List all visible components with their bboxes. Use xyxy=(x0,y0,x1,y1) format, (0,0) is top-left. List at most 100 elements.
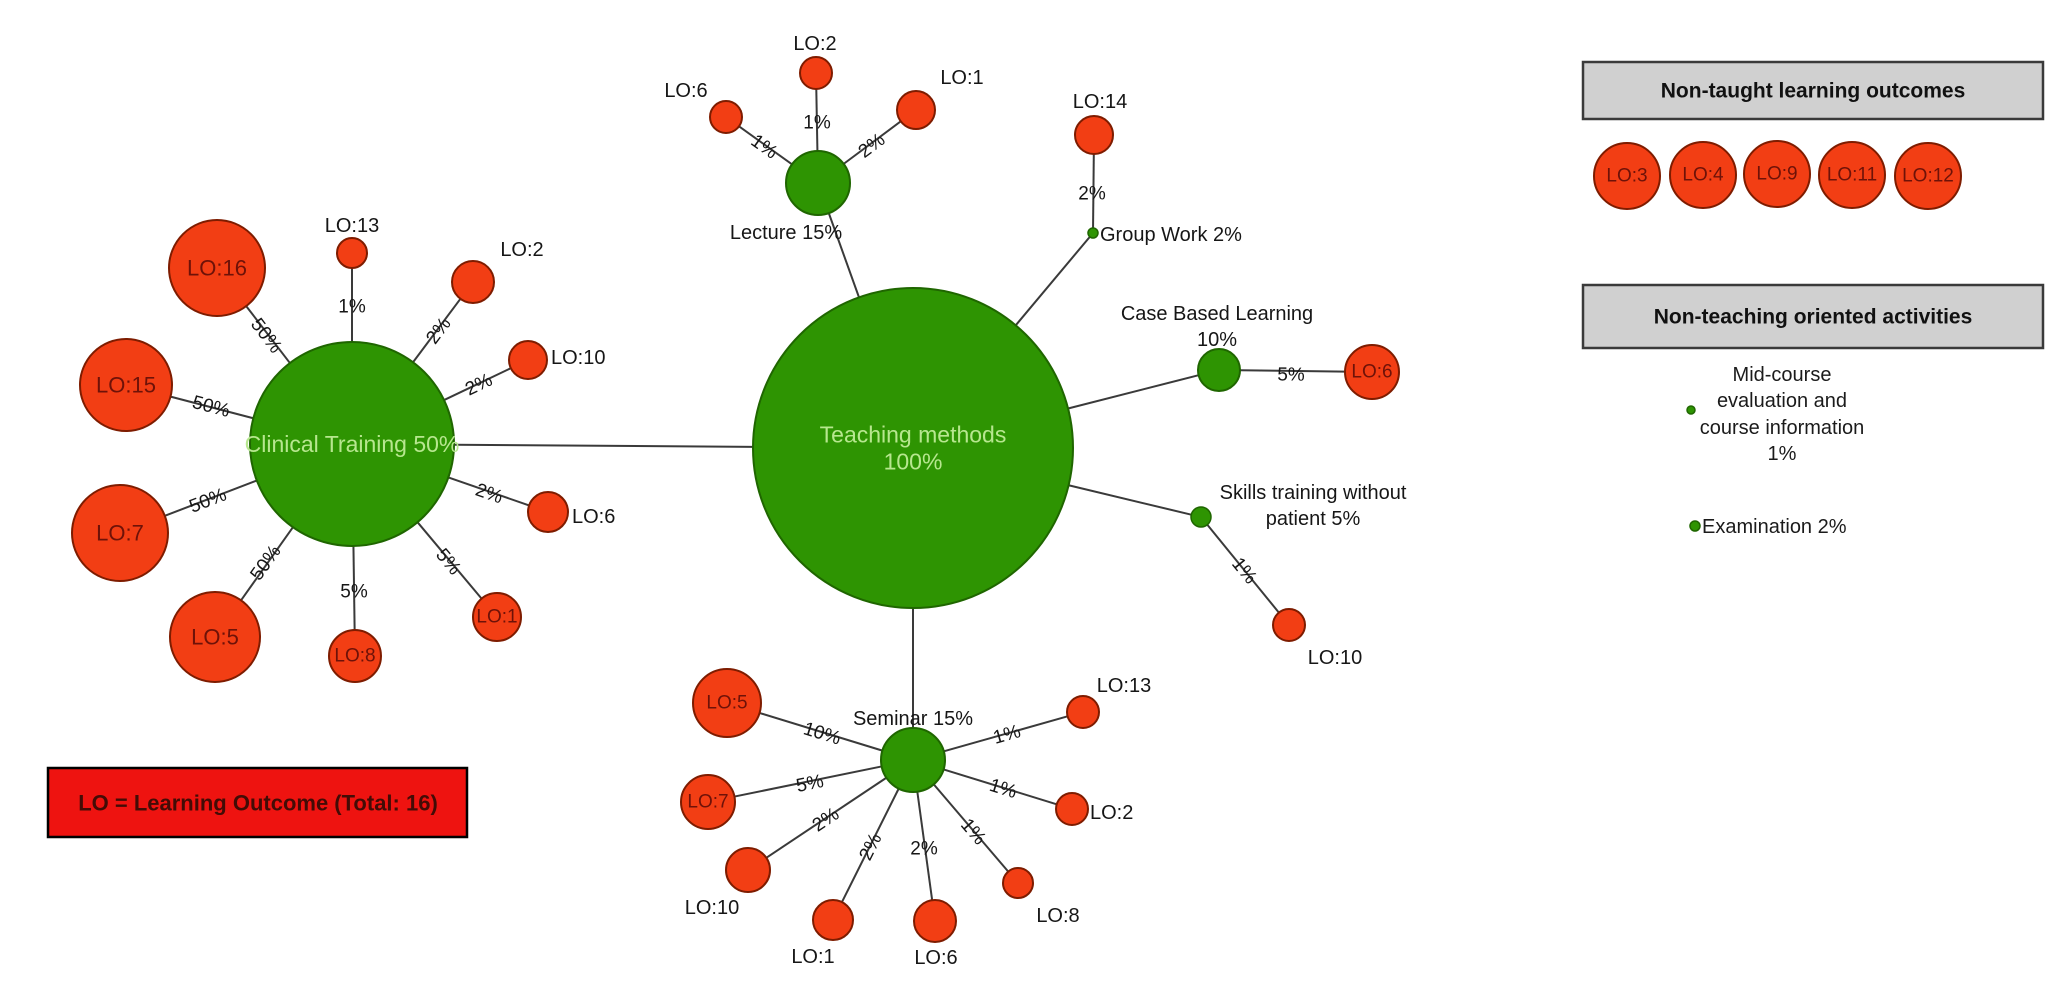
node-label-c2: LO:2 xyxy=(500,239,543,261)
node-label-m6: LO:6 xyxy=(914,947,957,969)
panel-non-teaching: Non-teaching oriented activities Mid-cou… xyxy=(1581,283,2045,538)
midcourse-label-line1: Mid-course xyxy=(1733,364,1832,386)
node-label-lecture: Lecture 15% xyxy=(730,222,843,244)
edge-clinical-c7 xyxy=(164,479,258,517)
edge-label-clinical-c10: 2% xyxy=(462,370,496,401)
legend-group: LO = Learning Outcome (Total: 16) xyxy=(46,766,469,839)
edge-clinical-c6 xyxy=(448,476,530,507)
edge-label-clinical-c13: 1% xyxy=(338,297,366,318)
non-teaching-header-box xyxy=(1581,283,2045,350)
node-label-m7: LO:7 xyxy=(687,792,728,813)
node-m13 xyxy=(1066,695,1100,729)
edge-teaching-skills xyxy=(1068,484,1192,516)
node-c16 xyxy=(168,219,266,317)
node-label-c16: LO:16 xyxy=(187,256,247,281)
edge-clinical-c15 xyxy=(170,395,254,420)
edge-label-seminar-m1: 2% xyxy=(855,830,886,864)
edge-clinical-c5 xyxy=(240,526,294,601)
legend-box xyxy=(46,766,469,839)
node-s10 xyxy=(1272,608,1306,642)
node-label-l2: LO:2 xyxy=(793,33,836,55)
node-label-seminar: Seminar 15% xyxy=(853,708,973,730)
node-label-c7: LO:7 xyxy=(96,521,144,546)
edge-clinical-c8 xyxy=(352,545,356,631)
node-label-skills: patient 5% xyxy=(1266,508,1361,530)
non-teaching-header-title: Non-teaching oriented activities xyxy=(1654,306,1973,329)
node-label-l6: LO:6 xyxy=(664,80,707,102)
node-label-n12: LO:12 xyxy=(1902,166,1954,187)
node-c1 xyxy=(472,592,522,642)
node-skills xyxy=(1190,506,1212,528)
node-label-clinical: Clinical Training 50% xyxy=(245,431,460,457)
edge-seminar-m13 xyxy=(943,715,1068,753)
node-label-teaching: Teaching methods xyxy=(820,422,1007,448)
edge-label-seminar-m7: 5% xyxy=(794,771,825,797)
edge-seminar-m10 xyxy=(765,776,887,859)
node-label-n9: LO:9 xyxy=(1756,164,1797,185)
node-label-n3: LO:3 xyxy=(1606,166,1647,187)
edge-label-clinical-c6: 2% xyxy=(473,480,506,509)
edge-label-clinical-c8: 5% xyxy=(340,582,368,603)
node-n4 xyxy=(1669,141,1737,209)
node-label-groupwork: Group Work 2% xyxy=(1100,224,1242,246)
edge-teaching-lecture xyxy=(827,212,860,298)
node-label-b6: LO:6 xyxy=(1351,362,1392,383)
node-label-c5: LO:5 xyxy=(191,625,239,650)
node-m6 xyxy=(913,899,957,943)
node-label-teaching: 100% xyxy=(884,449,943,475)
node-label-n11: LO:11 xyxy=(1827,165,1877,186)
node-label-m13: LO:13 xyxy=(1097,675,1151,697)
node-label-c15: LO:15 xyxy=(96,373,156,398)
node-label-g14: LO:14 xyxy=(1073,91,1127,113)
node-label-l1: LO:1 xyxy=(940,67,983,89)
node-label-s10: LO:10 xyxy=(1308,647,1362,669)
node-label-c8: LO:8 xyxy=(334,646,375,667)
teaching-methods-network: 50%1%2%2%2%50%50%50%5%5%1%1%2%2%5%1%10%5… xyxy=(71,33,1962,969)
node-label-m8: LO:8 xyxy=(1036,905,1079,927)
node-l6 xyxy=(709,100,743,134)
node-l1 xyxy=(896,90,936,130)
node-m8 xyxy=(1002,867,1034,899)
midcourse-dot xyxy=(1686,405,1696,415)
node-c10 xyxy=(508,340,548,380)
edge-seminar-m7 xyxy=(734,765,882,798)
edge-clinical-c2 xyxy=(412,298,462,363)
edge-groupwork-g14 xyxy=(1092,153,1095,229)
node-c6 xyxy=(527,491,569,533)
non-taught-header-title: Non-taught learning outcomes xyxy=(1661,80,1966,103)
edge-label-clinical-c7: 50% xyxy=(186,484,229,517)
edge-lecture-l1 xyxy=(843,120,902,165)
node-cbl xyxy=(1197,348,1241,392)
edge-seminar-m2 xyxy=(943,768,1058,806)
edge-label-lecture-l2: 1% xyxy=(803,113,831,134)
edge-clinical-c1 xyxy=(416,521,483,600)
edge-label-groupwork-g14: 2% xyxy=(1078,184,1106,205)
node-label-c1: LO:1 xyxy=(476,607,517,628)
node-teaching xyxy=(752,287,1074,609)
edge-skills-s10 xyxy=(1206,524,1280,614)
node-m1 xyxy=(812,899,854,941)
node-label-cbl: Case Based Learning xyxy=(1121,303,1313,325)
edge-clinical-c10 xyxy=(443,367,512,401)
midcourse-label-line4: 1% xyxy=(1768,443,1797,465)
edge-lecture-l6 xyxy=(738,125,793,166)
edge-clinical-teaching xyxy=(453,443,754,448)
node-lecture xyxy=(785,150,851,216)
edge-seminar-m6 xyxy=(916,791,934,901)
node-label-skills: Skills training without xyxy=(1220,482,1407,504)
node-n3 xyxy=(1593,142,1661,210)
node-m10 xyxy=(725,847,771,893)
node-label-cbl: 10% xyxy=(1197,329,1237,351)
node-c8 xyxy=(328,629,382,683)
midcourse-label-line2: evaluation and xyxy=(1717,390,1847,412)
node-label-m1: LO:1 xyxy=(791,946,834,968)
edge-seminar-m8 xyxy=(933,783,1010,873)
edge-lecture-l2 xyxy=(815,88,819,152)
node-label-c13: LO:13 xyxy=(325,215,379,237)
edge-seminar-m1 xyxy=(841,788,900,903)
edge-label-seminar-m6: 2% xyxy=(910,839,938,860)
node-c15 xyxy=(79,338,173,432)
node-clinical xyxy=(249,341,455,547)
node-label-m5: LO:5 xyxy=(706,693,747,714)
